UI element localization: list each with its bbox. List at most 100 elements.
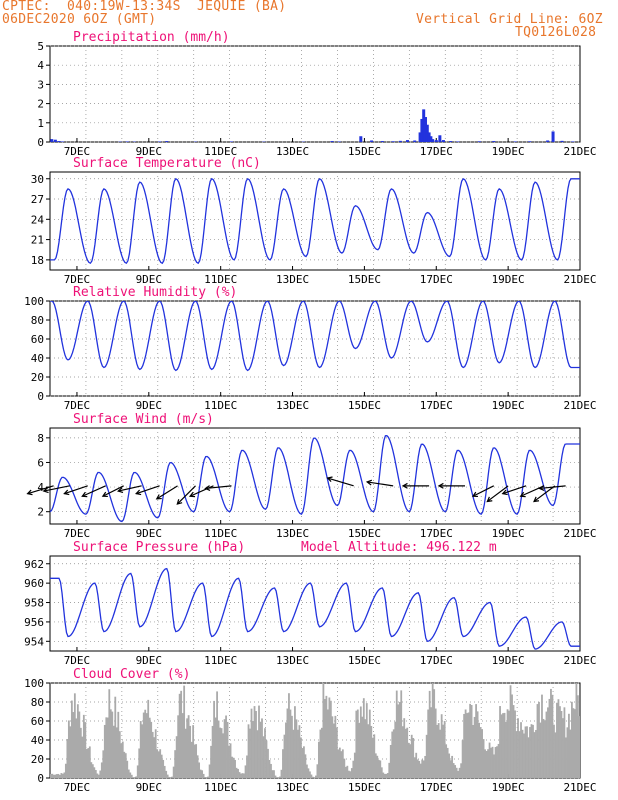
cloud-bar [265,740,268,778]
cloud-bar [400,690,403,778]
precip-bar [57,141,61,142]
cloud-bar [536,704,539,778]
cloud-bar [422,760,425,778]
temperature-xtick-label: 9DEC [136,273,163,286]
humidity-panel: Relative Humidity (%) 0 20 40 60 80 100 7DEC 9DE… [24,285,596,412]
cloud-bar [246,755,248,778]
cloud-bar [54,774,57,778]
precip-bar [391,141,395,142]
cloud-bar [565,737,567,778]
cloud-bar [440,714,443,778]
precip-bar [438,135,442,142]
cloud-bar [108,689,111,778]
cloud-bar [163,765,166,778]
wind-arrow-head [437,482,444,489]
cloud-bar [274,775,277,778]
cloud-bar [241,773,244,778]
wind-arrow [533,485,556,502]
cloud-bar [563,707,566,778]
precip-bar [431,139,435,142]
cloud-bar [397,704,400,778]
wind-arrow-head [204,485,211,491]
cloud-bar [503,712,506,778]
cloud-ytick-label: 80 [31,696,44,709]
cloud-bar [262,736,265,778]
temperature-ytick-label: 21 [31,234,44,247]
cloud-bar [235,767,238,778]
wind-xtick-label: 11DEC [204,527,237,540]
precip-xtick-label: 17DEC [420,145,453,158]
wind-arrow [327,477,354,487]
cloud-bar [554,732,557,778]
precip-bar [492,141,496,142]
cloud-bar [210,745,212,778]
cloud-bar [410,734,413,778]
cloud-bar [506,709,509,778]
temperature-xtick-label: 11DEC [204,273,237,286]
cloud-bar [560,710,563,778]
cloud-bar [157,751,160,778]
cloud-bar [226,721,229,778]
cloud-bar [51,773,54,778]
cloud-bar [508,710,510,778]
humidity-xtick-label: 9DEC [136,399,163,412]
cloud-bar [166,774,169,778]
cloud-bar [283,734,286,778]
cloud-bar [338,747,341,778]
cloud-bar [297,729,299,778]
cloud-bar [78,711,81,778]
cloud-bar [428,690,431,778]
cloud-bar [303,746,305,778]
cloud-bar [121,741,124,778]
cloud-bar [66,739,69,778]
cloud-bar [406,727,409,778]
precip-bar [441,140,445,142]
cloud-bar [165,770,168,778]
cloud-bar [73,693,76,778]
pressure-panel: Surface Pressure (hPa) 954 956 958 960 962 7DE… [24,540,596,667]
precip-bar [380,141,384,142]
temperature-frame [49,171,581,271]
cloud-bar [425,734,428,778]
cloud-bar [237,768,239,778]
temperature-title: Surface Temperature (nC) [73,156,261,171]
cloud-bar [93,767,96,778]
cloud-bar [304,754,307,778]
precip-bar [423,117,427,142]
cloud-panel: Cloud Cover (%) 0 20 40 60 80 100 7DEC 9DEC 11DEC… [24,667,596,794]
cloud-bar [312,776,314,778]
cloud-bar [90,762,93,778]
pressure-xtick-label: 21DEC [563,654,596,667]
cloud-bar [479,727,482,778]
cloud-bar [346,765,349,778]
wind-arrow-head [101,491,108,498]
cloud-bar [332,723,335,778]
precip-xtick-label: 13DEC [276,145,309,158]
cloud-bar [331,716,334,778]
cloud-bar [317,741,320,778]
cloud-xtick-label: 21DEC [563,781,596,794]
wind-arrow-head [42,487,49,494]
cloud-bar [380,767,383,778]
cloud-bar [135,776,138,778]
wind-xtick-label: 19DEC [492,527,525,540]
cloud-bar [523,733,525,778]
wind-arrow-head [471,491,478,498]
run-id: TQ0126L028 [515,25,597,40]
cloud-bar [145,713,148,778]
cloud-bar [190,741,193,778]
cloud-bar [430,707,433,778]
cloud-bar [57,773,60,778]
cloud-bar [229,743,232,778]
cloud-xtick-label: 11DEC [204,781,237,794]
precip-xtick-label: 9DEC [136,145,163,158]
cloud-bar [353,752,356,778]
cloud-bar [335,727,338,778]
humidity-ytick-label: 0 [37,390,44,403]
cloud-bar [160,754,163,778]
cloud-bar [518,731,521,778]
cloud-bar [249,728,251,778]
cloud-bar [542,718,545,778]
cloud-bar [195,744,198,778]
cloud-bar [64,763,67,778]
